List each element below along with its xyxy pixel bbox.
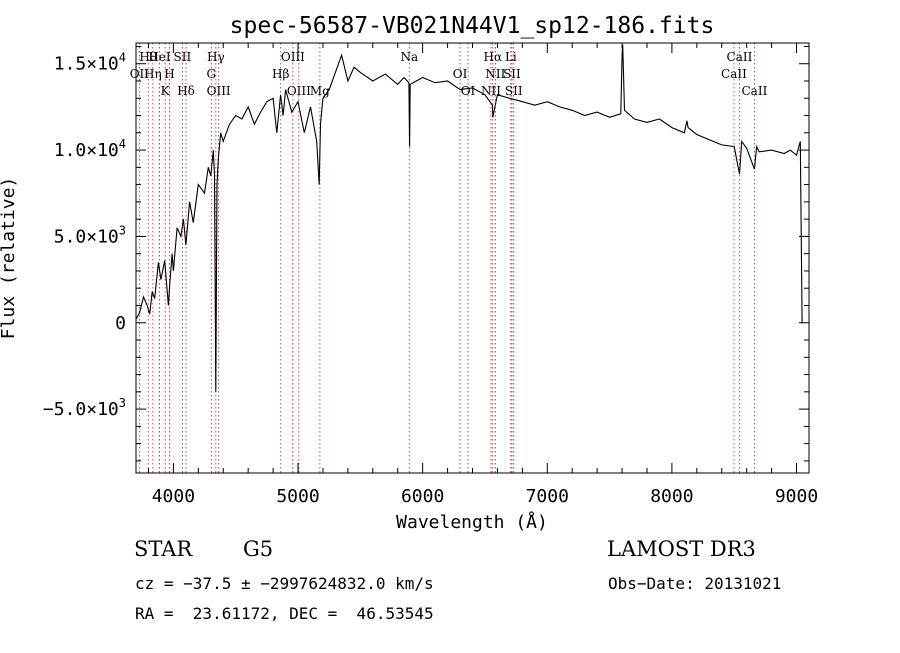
- x-axis: 4000 5000 6000 7000 8000 9000: [147, 43, 818, 507]
- line-label-12: OIII: [281, 50, 305, 64]
- line-label-17: OI: [461, 84, 476, 98]
- spectrum-line: [135, 44, 803, 392]
- line-label-19: SII: [503, 67, 521, 81]
- line-label-6: SII: [174, 50, 192, 64]
- line-label-8: OIII: [207, 84, 231, 98]
- line-label-20: NII: [481, 84, 501, 98]
- survey-name: LAMOST DR3: [607, 537, 756, 561]
- ra-dec-coordinates: RA = 23.61172, DEC = 46.53545: [135, 604, 434, 623]
- line-label-3: HeI: [148, 50, 171, 64]
- line-label-26: CaII: [742, 84, 768, 98]
- line-label-5: Hδ: [177, 84, 195, 98]
- line-label-23: SII: [505, 84, 523, 98]
- object-type: STAR: [134, 537, 193, 561]
- line-label-4: Hη: [144, 67, 162, 81]
- y-axis: 1.5×104 1.0×104 5.0×103 0 −5.0×103: [43, 45, 809, 462]
- line-label-2: K: [161, 84, 171, 98]
- line-label-15: Na: [400, 50, 418, 64]
- spectral-line-labels: HθOIIKHeIHηHδSIIHOIIIHγGOIIIOIIIHβMgNaOI…: [130, 50, 768, 98]
- line-label-7: H: [164, 67, 174, 81]
- x-tick-label-1: 5000: [276, 486, 319, 507]
- y-tick-label-3: 0: [115, 313, 126, 334]
- x-tick-label-3: 7000: [526, 486, 569, 507]
- y-tick-label-2: 5.0×103: [54, 223, 126, 247]
- line-label-22: NII: [485, 67, 505, 81]
- x-tick-label-5: 9000: [775, 486, 818, 507]
- chart-title: spec-56587-VB021N44V1_sp12-186.fits: [230, 13, 715, 39]
- line-label-24: CaII: [727, 50, 753, 64]
- line-label-16: OI: [453, 67, 468, 81]
- y-axis-label: Flux (relative): [0, 177, 19, 340]
- y-tick-label-0: 1.5×104: [54, 51, 126, 75]
- x-tick-label-4: 8000: [650, 486, 693, 507]
- y-tick-label-4: −5.0×103: [43, 396, 126, 420]
- line-label-14: Mg: [310, 84, 330, 98]
- x-tick-label-2: 6000: [401, 486, 444, 507]
- line-label-9: Hγ: [207, 50, 225, 64]
- observation-date: Obs−Date: 20131021: [608, 574, 782, 593]
- spectral-line-markers: [138, 43, 755, 473]
- spectral-subclass: G5: [243, 537, 274, 561]
- line-label-21: Li: [505, 50, 517, 64]
- line-label-1: OII: [130, 67, 150, 81]
- x-tick-label-0: 4000: [152, 486, 195, 507]
- line-label-10: G: [207, 67, 217, 81]
- x-axis-label: Wavelength (Å): [396, 511, 548, 533]
- line-label-0: Hθ: [139, 50, 157, 64]
- line-label-13: Hβ: [272, 67, 289, 81]
- y-tick-label-1: 1.0×104: [54, 137, 126, 161]
- plot-frame: [135, 42, 810, 474]
- line-label-18: Hα: [484, 50, 503, 64]
- line-label-25: CaII: [721, 67, 747, 81]
- line-label-11: OIII: [287, 84, 311, 98]
- redshift-cz: cz = −37.5 ± −2997624832.0 km/s: [135, 574, 434, 593]
